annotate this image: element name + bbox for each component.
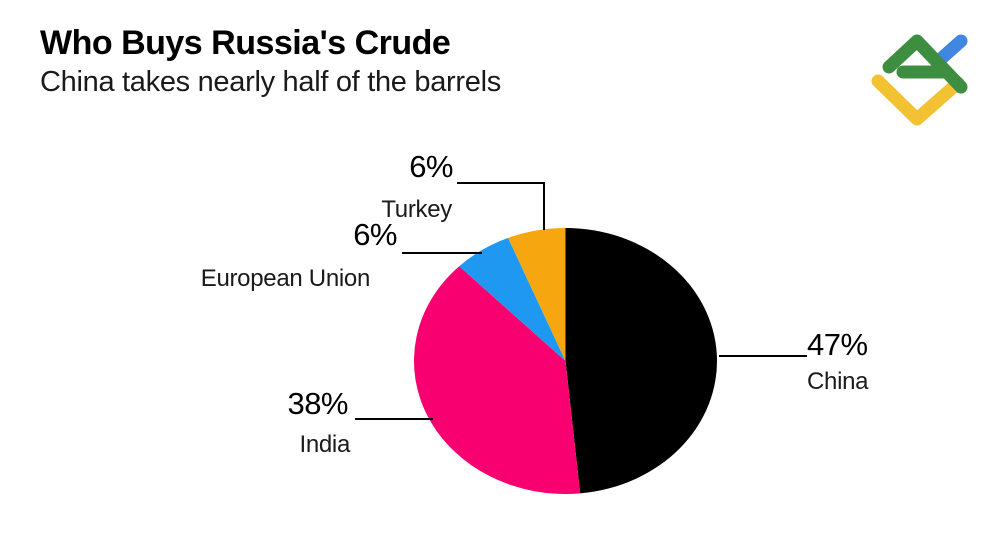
- logo-yellow-stroke: [871, 74, 965, 126]
- leader-line-china: [719, 355, 807, 357]
- chart-subtitle: China takes nearly half of the barrels: [40, 66, 501, 98]
- litefinance-logo-icon: [871, 34, 968, 126]
- label-eu-percent: 6%: [353, 217, 397, 252]
- label-india-percent: 38%: [287, 386, 348, 421]
- pie-chart: [414, 228, 717, 494]
- leader-line-turkey-horizontal: [457, 182, 545, 184]
- leader-line-turkey-vertical: [543, 182, 545, 230]
- logo-blue-stroke: [936, 34, 968, 64]
- label-turkey-name: Turkey: [381, 196, 452, 223]
- pie-slice-china: [565, 228, 717, 494]
- pie-slice-turkey: [508, 228, 566, 361]
- pie-slice-india: [414, 266, 581, 494]
- leader-line-india: [355, 418, 433, 420]
- label-china-percent: 47%: [807, 327, 868, 362]
- label-eu-name: European Union: [200, 265, 371, 292]
- leader-line-european-union: [402, 252, 482, 254]
- chart-title: Who Buys Russia's Crude: [40, 24, 451, 62]
- label-china-name: China: [807, 368, 869, 395]
- label-india-name: India: [299, 431, 350, 458]
- pie-slice-european-union: [459, 237, 566, 361]
- label-turkey-percent: 6%: [409, 149, 453, 184]
